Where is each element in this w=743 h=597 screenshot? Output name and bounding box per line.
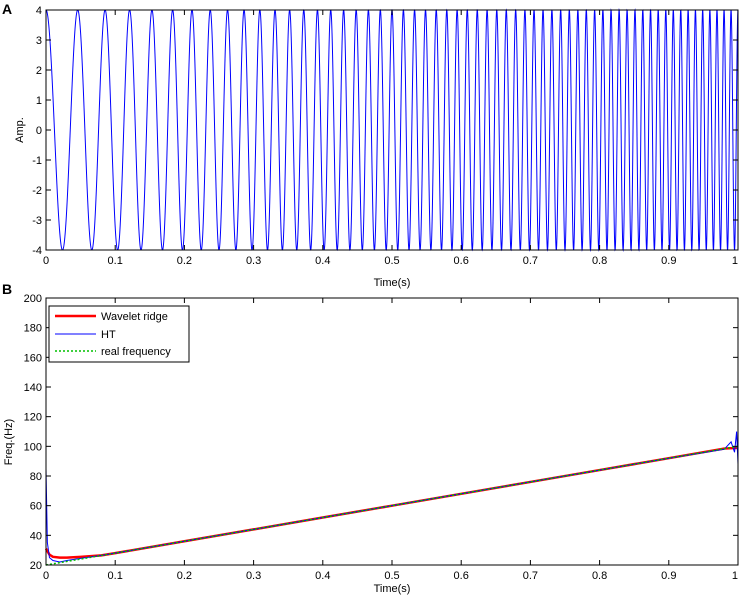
panel-b-ytick-label: 80 xyxy=(30,471,42,483)
panel-a-ytick-label: -3 xyxy=(32,215,42,227)
panel-a-ytick-label: 2 xyxy=(36,65,42,77)
legend-label-real-frequency: real frequency xyxy=(101,346,171,358)
panel-b-ytick-label: 140 xyxy=(24,382,42,394)
legend-label-ht: HT xyxy=(101,329,116,341)
panel-b-xtick-label: 0.7 xyxy=(523,570,538,582)
panel-b-xlabel: Time(s) xyxy=(374,583,411,595)
panel-b-xtick-label: 1 xyxy=(732,570,738,582)
panel-a-ylabel: Amp. xyxy=(14,117,26,143)
panel-a-xtick-label: 0.8 xyxy=(592,255,607,267)
panel-a-ytick-label: 0 xyxy=(36,125,42,137)
panel-a-xtick-label: 0 xyxy=(43,255,49,267)
panel-b-xtick-label: 0.9 xyxy=(661,570,676,582)
panel-b-xtick-label: 0.2 xyxy=(177,570,192,582)
panel-a-ytick-label: 4 xyxy=(36,5,42,17)
panel-b-series-real-frequency xyxy=(45,445,739,566)
panel-b-ytick-label: 20 xyxy=(30,560,42,572)
panel-a-ytick-label: -4 xyxy=(32,245,42,257)
panel-b-letter: B xyxy=(2,281,12,297)
panel-a-plot-area xyxy=(45,9,739,251)
panel-a-xtick-label: 0.4 xyxy=(315,255,330,267)
panel-b-xtick-label: 0.8 xyxy=(592,570,607,582)
panel-a-axes: 0 0.1 0.2 0.3 0.4 0.5 0.6 0.7 0.8 0.9 1 -4 -3 -2 -1 0 1 2… xyxy=(32,5,739,267)
panel-b-xtick-label: 0 xyxy=(43,570,49,582)
legend: Wavelet ridge HT real frequency xyxy=(48,305,190,363)
panel-b-ytick-label: 160 xyxy=(24,352,42,364)
panel-a-xtick-label: 0.7 xyxy=(523,255,538,267)
panel-a-xtick-label: 0.3 xyxy=(246,255,261,267)
panel-b-ytick-label: 40 xyxy=(30,530,42,542)
panel-a-ytick-label: -2 xyxy=(32,185,42,197)
panel-b-ytick-label: 180 xyxy=(24,323,42,335)
panel-a-xlabel: Time(s) xyxy=(374,277,411,289)
panel-a-xtick-label: 0.1 xyxy=(108,255,123,267)
panel-a-xtick-label: 0.2 xyxy=(177,255,192,267)
panel-a-xtick-label: 0.6 xyxy=(454,255,469,267)
panel-a-xtick-label: 0.9 xyxy=(661,255,676,267)
panel-b-xtick-label: 0.1 xyxy=(108,570,123,582)
panel-a-ytick-label: -1 xyxy=(32,155,42,167)
panel-a-ytick-label: 1 xyxy=(36,95,42,107)
panel-a-xtick-label: 1 xyxy=(732,255,738,267)
panel-b-ytick-label: 60 xyxy=(30,501,42,513)
panel-b-ytick-label: 200 xyxy=(24,293,42,305)
panel-b-ytick-label: 100 xyxy=(24,441,42,453)
panel-b-ylabel: Freq.(Hz) xyxy=(3,419,15,465)
panel-b-xtick-label: 0.6 xyxy=(454,570,469,582)
legend-label-wavelet-ridge: Wavelet ridge xyxy=(101,311,168,323)
panel-a-xtick-label: 0.5 xyxy=(384,255,399,267)
panel-b-xtick-label: 0.4 xyxy=(315,570,330,582)
panel-b-ytick-label: 120 xyxy=(24,412,42,424)
panel-a-letter: A xyxy=(2,1,12,17)
panel-a-ytick-label: 3 xyxy=(36,35,42,47)
panel-b-xtick-label: 0.3 xyxy=(246,570,261,582)
panel-b-xtick-label: 0.5 xyxy=(384,570,399,582)
